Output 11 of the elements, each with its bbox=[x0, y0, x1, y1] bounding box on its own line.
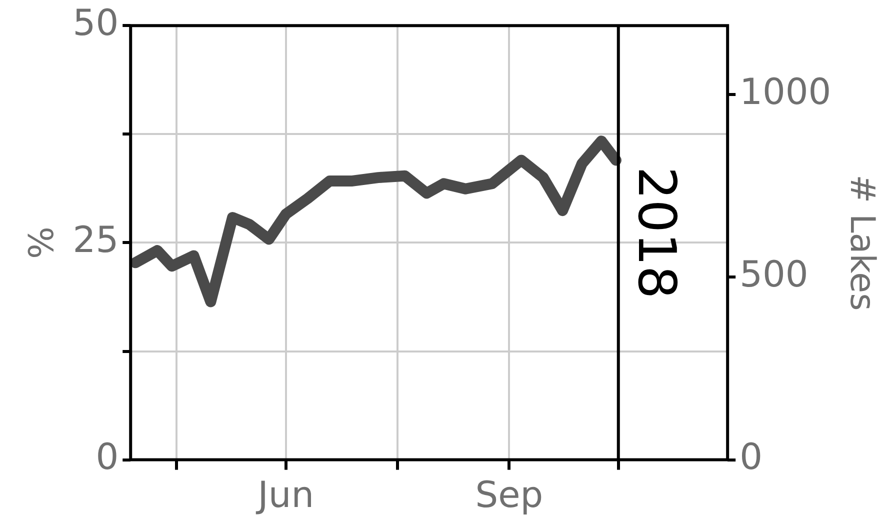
x-tick-label: Sep bbox=[475, 474, 544, 516]
y-tick-label: 25 bbox=[72, 220, 119, 262]
y-tick-label: 50 bbox=[72, 2, 119, 44]
y2-tick-label: 500 bbox=[740, 254, 808, 296]
y2-tick-label: 0 bbox=[740, 437, 762, 478]
y-axis-title: % bbox=[22, 226, 62, 259]
x-tick-label: Jun bbox=[256, 474, 314, 516]
y-tick-label: 0 bbox=[96, 437, 119, 478]
y2-axis-title: # Lakes bbox=[842, 174, 882, 311]
y2-tick-label: 1000 bbox=[740, 72, 832, 113]
ref-line-label: 2018 bbox=[626, 166, 686, 299]
